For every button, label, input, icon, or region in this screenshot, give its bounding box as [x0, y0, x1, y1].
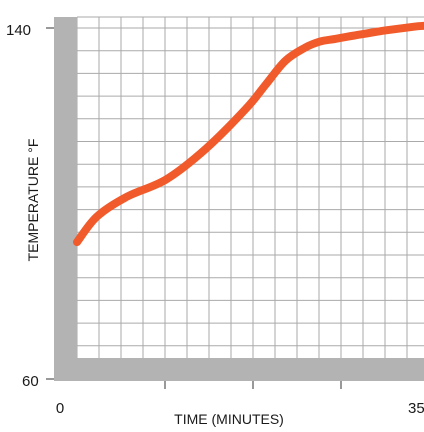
x-axis-label: TIME (MINUTES) — [174, 411, 284, 427]
y-tick-label-min: 60 — [22, 373, 39, 390]
y-tick-label-max: 140 — [6, 22, 31, 39]
x-axis-ticks — [46, 27, 342, 389]
chart-grid — [76, 16, 424, 358]
x-tick-label-max: 35 — [408, 400, 424, 417]
x-tick-label-min: 0 — [56, 400, 64, 417]
y-axis-bar — [54, 17, 77, 381]
x-axis-bar — [54, 358, 424, 381]
series-line — [73, 21, 424, 247]
y-axis-label: TEMPERATURE °F — [25, 139, 41, 262]
